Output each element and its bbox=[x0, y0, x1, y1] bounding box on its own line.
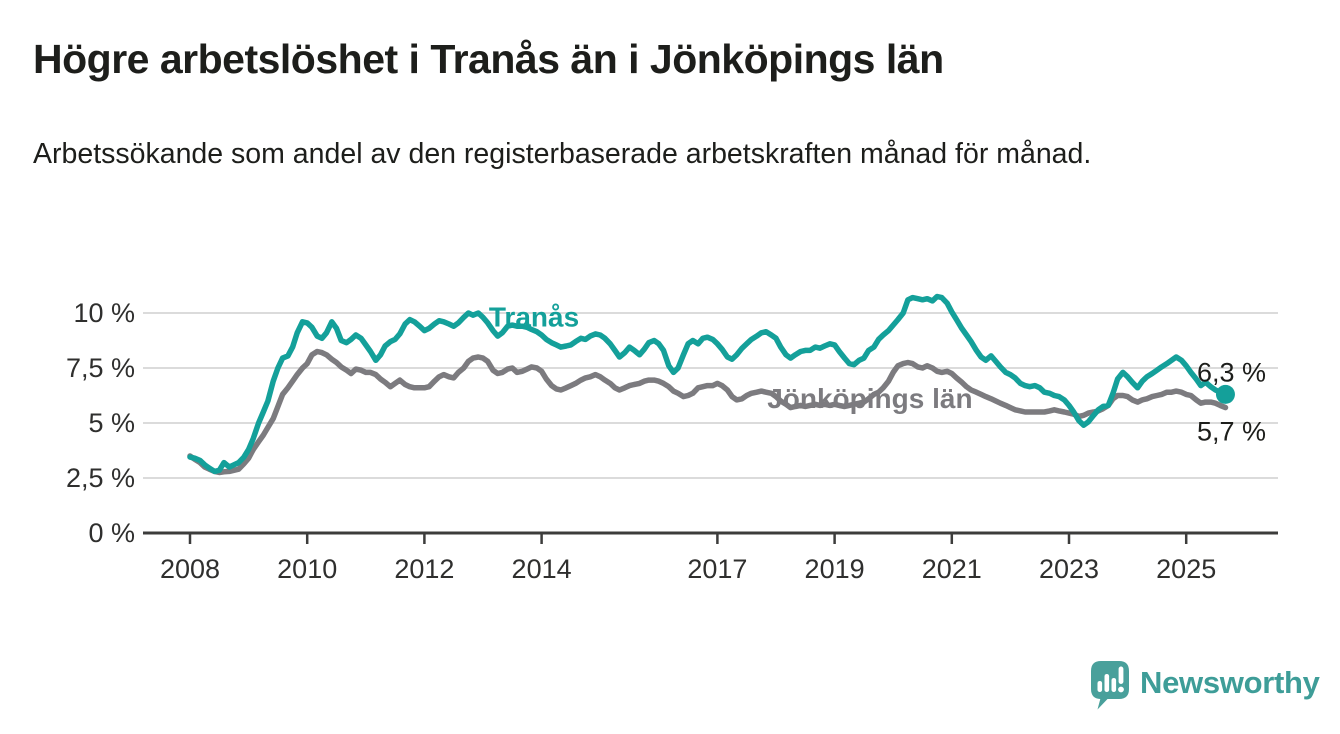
end-value-label: 6,3 % bbox=[1197, 357, 1266, 387]
chart-series bbox=[187, 293, 1235, 476]
x-axis bbox=[143, 531, 1278, 544]
y-tick-label: 7,5 % bbox=[66, 353, 135, 383]
end-value-label: 5,7 % bbox=[1197, 417, 1266, 447]
series-line-jonkopings-lan bbox=[187, 348, 1229, 476]
x-tick-label: 2017 bbox=[687, 554, 747, 584]
x-tick-label: 2023 bbox=[1039, 554, 1099, 584]
series-line-tranas bbox=[187, 293, 1229, 475]
x-tick-label: 2008 bbox=[160, 554, 220, 584]
x-tick-label: 2025 bbox=[1156, 554, 1216, 584]
newsworthy-speech-bubble-barchart-icon bbox=[1091, 661, 1129, 710]
axis-and-annotation-labels: 0 % 2,5 % 5 % 7,5 % 10 % 2008 2010 2012 2014 2017… bbox=[66, 298, 1266, 584]
y-tick-label: 0 % bbox=[88, 518, 135, 548]
newsworthy-wordmark: Newsworthy bbox=[1140, 665, 1320, 700]
newsworthy-logo: Newsworthy bbox=[1090, 659, 1320, 711]
y-tick-label: 2,5 % bbox=[66, 463, 135, 493]
series-label-tranas: Tranås bbox=[489, 301, 579, 332]
x-tick-label: 2014 bbox=[512, 554, 572, 584]
x-tick-label: 2019 bbox=[805, 554, 865, 584]
page-subtitle: Arbetssökande som andel av den registerb… bbox=[33, 138, 1092, 170]
x-tick-label: 2010 bbox=[277, 554, 337, 584]
series-label-jonkopings-lan: Jönköpings län bbox=[767, 383, 972, 414]
x-tick-label: 2012 bbox=[394, 554, 454, 584]
x-tick-label: 2021 bbox=[922, 554, 982, 584]
page-title: Högre arbetslöshet i Tranås än i Jönköpi… bbox=[33, 36, 944, 82]
y-tick-label: 10 % bbox=[73, 298, 135, 328]
series-end-dot bbox=[1215, 384, 1235, 404]
y-tick-label: 5 % bbox=[88, 408, 135, 438]
